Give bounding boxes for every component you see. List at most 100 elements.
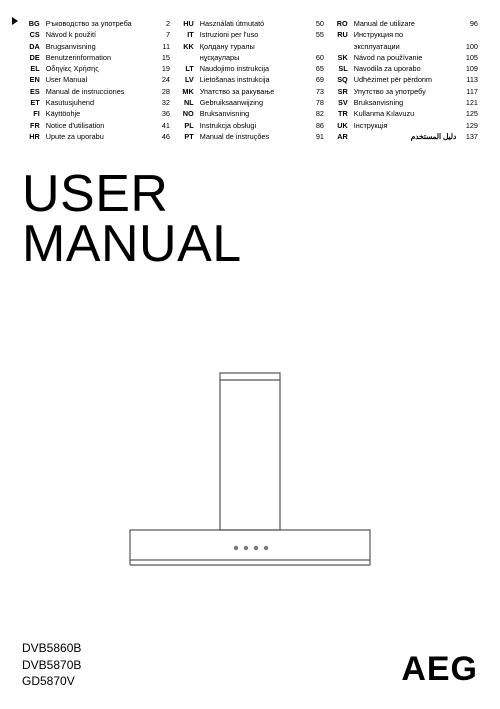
lang-code: NL — [176, 97, 194, 108]
lang-label: Upute za uporabu — [46, 131, 149, 142]
lang-label: Manual de instrucciones — [46, 86, 149, 97]
lang-code: RU — [330, 29, 348, 40]
lang-page: 121 — [462, 97, 478, 108]
model-number: GD5870V — [22, 673, 81, 689]
lang-code: MK — [176, 86, 194, 97]
lang-page: 129 — [462, 120, 478, 131]
lang-code: FI — [22, 108, 40, 119]
lang-code: DA — [22, 41, 40, 52]
lang-page: 55 — [308, 29, 324, 40]
lang-page: 41 — [154, 120, 170, 131]
col1-pages: 27111519242832364146 — [154, 18, 170, 142]
lang-label: User Manual — [46, 74, 149, 85]
lang-page: 15 — [154, 52, 170, 63]
lang-label: Ръководство за употреба — [46, 18, 149, 29]
lang-page: 2 — [154, 18, 170, 29]
lang-code: EL — [22, 63, 40, 74]
lang-page: 91 — [308, 131, 324, 142]
brand-logo: AEG — [401, 650, 478, 689]
lang-code: FR — [22, 120, 40, 131]
title-line-2: MANUAL — [22, 220, 478, 269]
lang-page: 117 — [462, 86, 478, 97]
language-index-table: BGCSDADEELENESETFIFRHR Ръководство за уп… — [22, 18, 478, 142]
lang-page: 65 — [308, 63, 324, 74]
model-list: DVB5860B DVB5870B GD5870V — [22, 640, 81, 689]
lang-label: Bruksanvisning — [354, 97, 457, 108]
lang-page: 137 — [462, 131, 478, 142]
lang-page: 46 — [154, 131, 170, 142]
lang-page: 24 — [154, 74, 170, 85]
lang-code: TR — [330, 108, 348, 119]
lang-code: UK — [330, 120, 348, 131]
lang-page: 105 — [462, 52, 478, 63]
col3-labels: Manual de utilizareИнструкция поэксплуат… — [354, 18, 457, 142]
lang-code: PL — [176, 120, 194, 131]
lang-code: LT — [176, 63, 194, 74]
lang-label: Kasutusjuhend — [46, 97, 149, 108]
lang-code: CS — [22, 29, 40, 40]
lang-page: 50 — [308, 18, 324, 29]
start-marker-icon — [12, 17, 18, 25]
lang-page: 32 — [154, 97, 170, 108]
lang-page: 78 — [308, 97, 324, 108]
col3-pages: 96 100105109113117121125129137 — [462, 18, 478, 142]
product-illustration — [0, 370, 500, 590]
lang-page: 11 — [154, 41, 170, 52]
lang-page: 28 — [154, 86, 170, 97]
lang-label: нұсқаулары — [200, 52, 303, 63]
lang-label: Naudojimo instrukcija — [200, 63, 303, 74]
lang-code: SR — [330, 86, 348, 97]
lang-page: 7 — [154, 29, 170, 40]
lang-code: LV — [176, 74, 194, 85]
lang-code: DE — [22, 52, 40, 63]
col1-codes: BGCSDADEELENESETFIFRHR — [22, 18, 40, 142]
lang-page: 96 — [462, 18, 478, 29]
lang-label: Istruzioni per l'uso — [200, 29, 303, 40]
lang-label: Brugsanvisning — [46, 41, 149, 52]
lang-label: Notice d'utilisation — [46, 120, 149, 131]
model-number: DVB5870B — [22, 657, 81, 673]
lang-code: ET — [22, 97, 40, 108]
lang-label: Manual de utilizare — [354, 18, 457, 29]
lang-code: BG — [22, 18, 40, 29]
cooker-hood-icon — [110, 370, 390, 590]
lang-page: 113 — [462, 74, 478, 85]
lang-code: HR — [22, 131, 40, 142]
lang-code: RO — [330, 18, 348, 29]
lang-page: 73 — [308, 86, 324, 97]
lang-label: Gebruiksaanwijzing — [200, 97, 303, 108]
lang-code: NO — [176, 108, 194, 119]
col2-codes: HUITKK LTLVMKNLNOPLPT — [176, 18, 194, 142]
lang-page: 109 — [462, 63, 478, 74]
lang-code — [176, 52, 194, 63]
lang-code — [330, 41, 348, 52]
lang-label: Инструкция по — [354, 29, 457, 40]
lang-code: IT — [176, 29, 194, 40]
lang-page: 19 — [154, 63, 170, 74]
lang-page: 100 — [462, 41, 478, 52]
title-line-1: USER — [22, 170, 478, 219]
lang-page — [308, 41, 324, 52]
lang-page: 125 — [462, 108, 478, 119]
footer: DVB5860B DVB5870B GD5870V AEG — [22, 640, 478, 689]
col1-labels: Ръководство за употребаNávod k použitíBr… — [46, 18, 149, 142]
lang-code: EN — [22, 74, 40, 85]
lang-label: Lietošanas instrukcija — [200, 74, 303, 85]
lang-code: SK — [330, 52, 348, 63]
lang-label: Navodila za uporabo — [354, 63, 457, 74]
lang-label: Käyttöohje — [46, 108, 149, 119]
lang-label: Bruksanvisning — [200, 108, 303, 119]
lang-label: Інструкція — [354, 120, 457, 131]
lang-label: Használati útmutató — [200, 18, 303, 29]
lang-code: SQ — [330, 74, 348, 85]
col2-labels: Használati útmutatóIstruzioni per l'usoҚ… — [200, 18, 303, 142]
manual-cover-page: BGCSDADEELENESETFIFRHR Ръководство за уп… — [0, 0, 500, 709]
lang-code: ES — [22, 86, 40, 97]
lang-label: Упутство за употребу — [354, 86, 457, 97]
title-block: USER MANUAL — [22, 170, 478, 269]
lang-page: 86 — [308, 120, 324, 131]
lang-label: Návod k použití — [46, 29, 149, 40]
col2-pages: 5055 6065697378828691 — [308, 18, 324, 142]
col3-codes: RORU SKSLSQSRSVTRUKAR — [330, 18, 348, 142]
lang-page: 60 — [308, 52, 324, 63]
